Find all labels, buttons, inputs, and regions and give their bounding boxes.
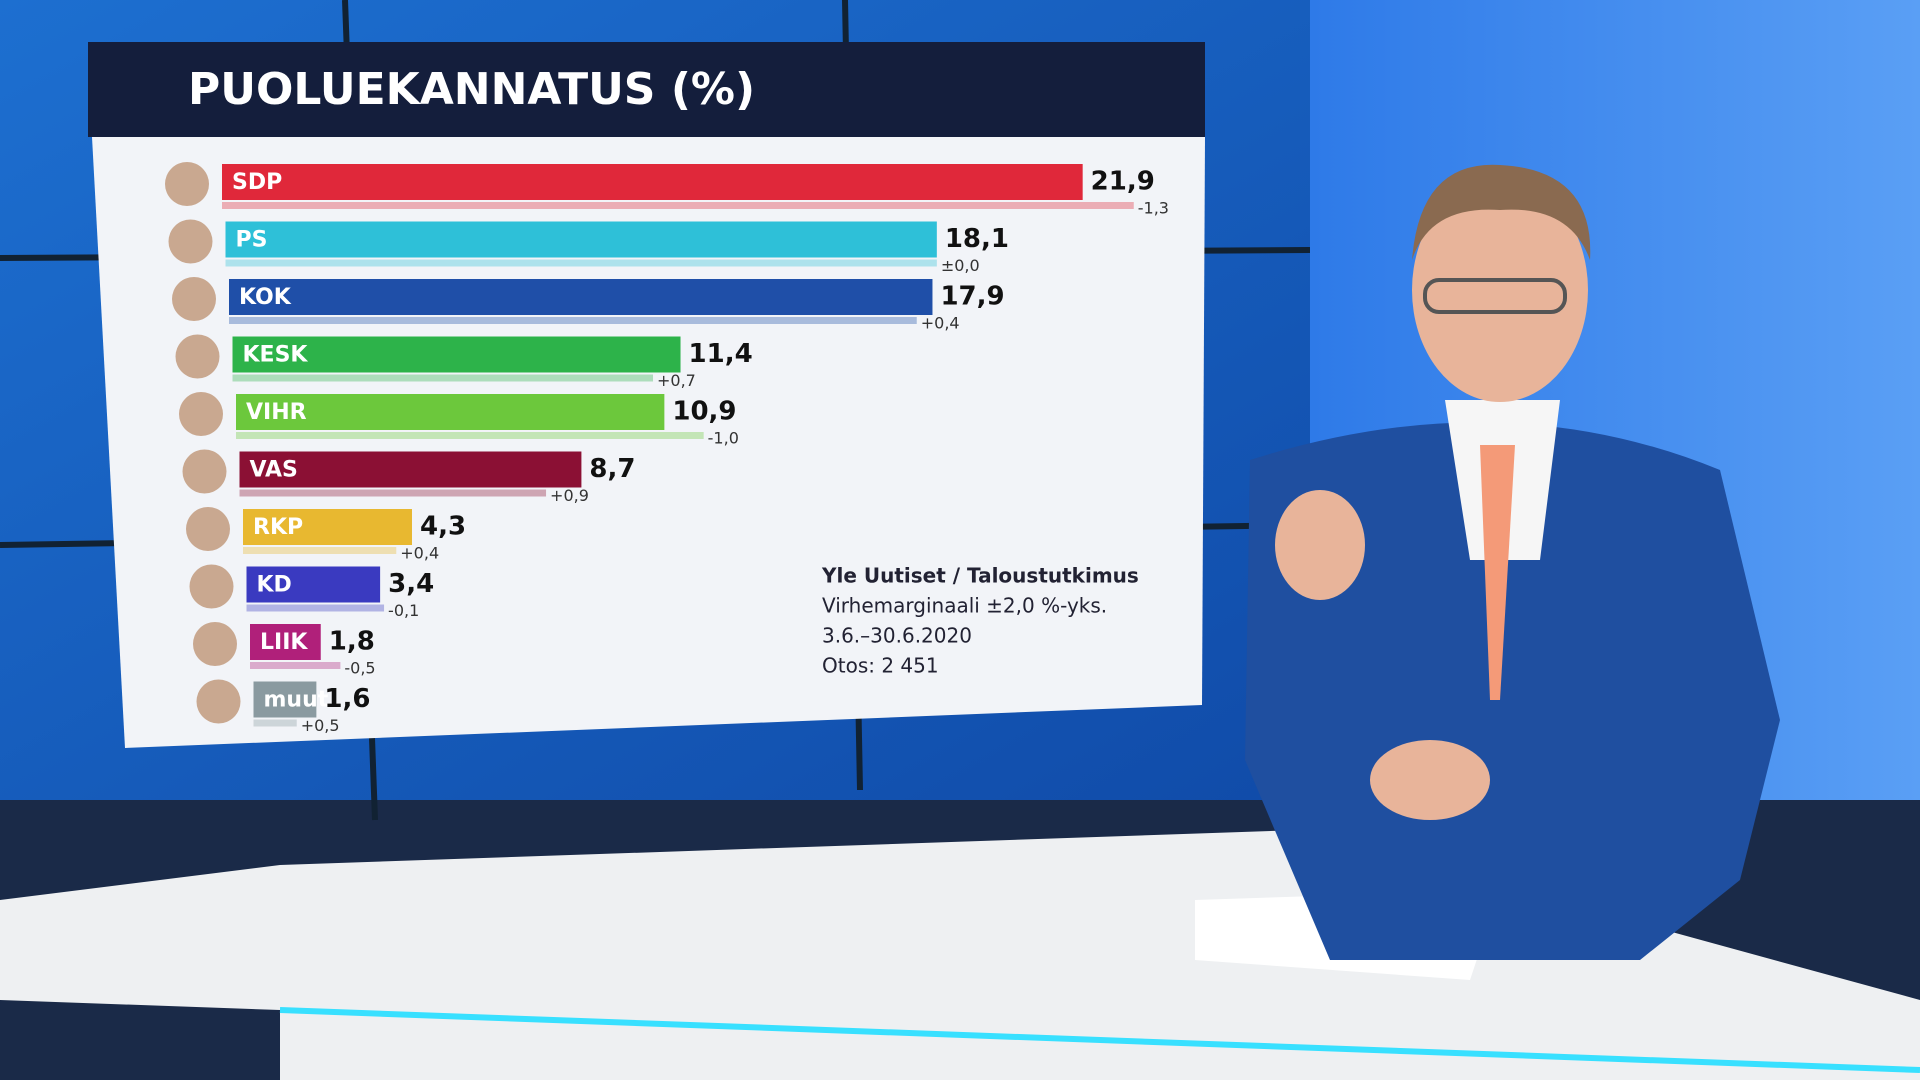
party-portrait [172, 277, 216, 321]
annotations: Yle Uutiset / Taloustutkimus Virhemargina… [821, 564, 1139, 678]
party-portrait [168, 219, 213, 264]
category-label: RKP [253, 515, 303, 540]
category-label: KESK [243, 343, 309, 368]
bar-chart: SDP 21,9 -1,3 PS 18,1 ±0,0 KOK 17,9 +0,4 KESK 11,4… [165, 162, 1169, 735]
change-label: -0,1 [388, 601, 419, 620]
category-label: LIIK [260, 630, 308, 655]
source: Yle Uutiset / Taloustutkimus [821, 564, 1139, 588]
bar [246, 566, 381, 603]
value-label: 8,7 [589, 454, 635, 484]
title-bar [88, 42, 1205, 137]
previous-bar [239, 489, 547, 497]
change-label: +0,5 [301, 716, 340, 735]
value-label: 17,9 [940, 282, 1004, 312]
value-label: 10,9 [672, 397, 736, 427]
party-portrait [175, 334, 220, 379]
note: 3.6.–30.6.2020 [822, 624, 972, 648]
previous-bar [229, 317, 917, 324]
previous-bar [225, 259, 937, 267]
previous-bar [243, 547, 397, 554]
category-label: KD [257, 573, 292, 598]
value-label: 18,1 [945, 224, 1009, 254]
previous-bar [250, 662, 341, 669]
change-label: +0,4 [921, 314, 960, 333]
bar [250, 624, 321, 660]
value-label: 3,4 [388, 569, 434, 599]
change-label: -0,5 [344, 659, 375, 678]
value-label: 4,3 [420, 512, 466, 542]
bar [229, 279, 933, 315]
bar [253, 681, 317, 718]
previous-bar [222, 202, 1134, 209]
change-label: -1,0 [708, 429, 739, 448]
category-label: VIHR [246, 400, 307, 425]
desk-light [279, 1007, 1920, 1073]
bar [243, 509, 412, 545]
category-label: PS [236, 228, 268, 253]
party-portrait [193, 622, 237, 666]
change-label: ±0,0 [941, 256, 980, 275]
change-label: +0,9 [550, 486, 589, 505]
party-portrait [179, 392, 223, 436]
value-label: 11,4 [689, 339, 753, 369]
party-portrait [186, 507, 230, 551]
category-label: muut [264, 688, 329, 713]
previous-bar [253, 719, 297, 727]
bar [222, 164, 1083, 200]
presenter [1245, 164, 1780, 961]
change-label: +0,7 [657, 371, 696, 390]
previous-bar [232, 374, 654, 382]
previous-bar [236, 432, 704, 439]
value-label: 1,8 [329, 627, 375, 657]
bar [236, 394, 665, 430]
party-portrait [189, 564, 234, 609]
note: Otos: 2 451 [822, 654, 939, 678]
bar [232, 336, 681, 373]
party-portrait [165, 162, 209, 206]
change-label: +0,4 [400, 544, 439, 563]
chart-title: PUOLUEKANNATUS (%) [188, 64, 755, 115]
previous-bar [246, 604, 385, 612]
category-label: SDP [232, 170, 282, 195]
party-portrait [196, 679, 241, 724]
bar [239, 451, 582, 488]
change-label: -1,3 [1138, 199, 1169, 218]
party-portrait [182, 449, 227, 494]
value-label: 21,9 [1091, 167, 1155, 197]
note: Virhemarginaali ±2,0 %-yks. [822, 594, 1107, 618]
category-label: KOK [239, 285, 292, 310]
bar [225, 221, 937, 258]
category-label: VAS [250, 458, 298, 483]
value-label: 1,6 [324, 684, 370, 714]
